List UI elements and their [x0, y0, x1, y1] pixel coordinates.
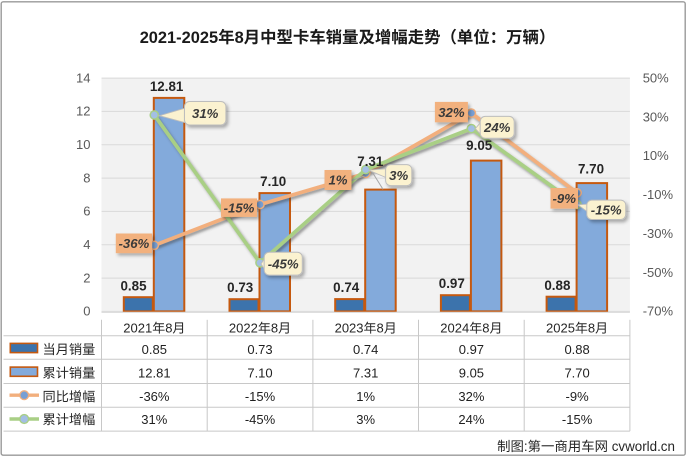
svg-text:-30%: -30%	[643, 226, 674, 241]
svg-text:24%: 24%	[483, 120, 511, 135]
svg-text:-9%: -9%	[552, 191, 576, 206]
svg-text:2025: 2025	[546, 321, 575, 336]
svg-text:7.10: 7.10	[260, 174, 286, 189]
svg-text:8: 8	[271, 321, 278, 336]
svg-text:32%: 32%	[458, 389, 484, 404]
svg-text:0: 0	[83, 304, 90, 319]
svg-text:8: 8	[588, 321, 595, 336]
svg-text:0.97: 0.97	[459, 342, 484, 357]
svg-text:-45%: -45%	[245, 412, 276, 427]
svg-text:2021-2025: 2021-2025	[140, 29, 218, 47]
svg-text:7.10: 7.10	[247, 365, 272, 380]
svg-text:-15%: -15%	[245, 389, 276, 404]
svg-text:8: 8	[165, 321, 172, 336]
svg-text:12.81: 12.81	[138, 365, 171, 380]
svg-text:7.31: 7.31	[353, 365, 378, 380]
svg-text:32%: 32%	[438, 105, 465, 120]
svg-text:0.85: 0.85	[142, 342, 167, 357]
svg-text:0.73: 0.73	[247, 342, 272, 357]
svg-text:-15%: -15%	[224, 200, 255, 215]
svg-text:7.70: 7.70	[578, 161, 604, 176]
svg-text:0.97: 0.97	[439, 276, 465, 291]
svg-text:cvworld.cn: cvworld.cn	[612, 439, 675, 454]
svg-text:-45%: -45%	[268, 256, 299, 271]
svg-text:0.74: 0.74	[353, 342, 378, 357]
svg-text:12: 12	[76, 104, 90, 119]
svg-text:4: 4	[83, 237, 90, 252]
svg-text:2024: 2024	[440, 321, 469, 336]
svg-text:12.81: 12.81	[150, 79, 184, 94]
svg-text:6: 6	[83, 204, 90, 219]
svg-text:-70%: -70%	[643, 304, 674, 319]
svg-text:10%: 10%	[643, 148, 669, 163]
svg-text:-10%: -10%	[643, 187, 674, 202]
svg-text:3%: 3%	[389, 168, 408, 183]
svg-text:10: 10	[76, 137, 90, 152]
svg-text:7.70: 7.70	[564, 365, 589, 380]
svg-text:1%: 1%	[356, 389, 375, 404]
svg-text:-50%: -50%	[643, 265, 674, 280]
svg-text:8: 8	[83, 170, 90, 185]
svg-text:2021: 2021	[123, 321, 152, 336]
svg-text:0.85: 0.85	[120, 278, 147, 293]
svg-text:31%: 31%	[192, 106, 219, 121]
svg-text::: :	[524, 439, 528, 454]
svg-text:0.73: 0.73	[227, 280, 253, 295]
svg-text:2022: 2022	[229, 321, 258, 336]
svg-text:7.31: 7.31	[357, 154, 384, 169]
svg-text:30%: 30%	[643, 109, 669, 124]
svg-text:-9%: -9%	[566, 389, 590, 404]
svg-text:8: 8	[482, 321, 489, 336]
svg-text:8: 8	[377, 321, 384, 336]
svg-text:9.05: 9.05	[459, 365, 484, 380]
svg-text:24%: 24%	[458, 412, 484, 427]
svg-text:-36%: -36%	[119, 236, 150, 251]
svg-text:1%: 1%	[328, 173, 347, 188]
svg-text:3%: 3%	[356, 412, 375, 427]
svg-text:14: 14	[76, 70, 90, 85]
svg-text:0.74: 0.74	[333, 280, 360, 295]
svg-text:50%: 50%	[643, 70, 669, 85]
svg-text:8: 8	[235, 29, 244, 47]
svg-text:9.05: 9.05	[466, 138, 493, 153]
svg-text:2: 2	[83, 270, 90, 285]
svg-text:-15%: -15%	[562, 412, 593, 427]
svg-text:0.88: 0.88	[544, 278, 571, 293]
svg-text:-36%: -36%	[139, 389, 170, 404]
svg-text:2023: 2023	[335, 321, 364, 336]
svg-text:-15%: -15%	[591, 203, 622, 218]
svg-text:0.88: 0.88	[564, 342, 589, 357]
svg-text:31%: 31%	[141, 412, 167, 427]
